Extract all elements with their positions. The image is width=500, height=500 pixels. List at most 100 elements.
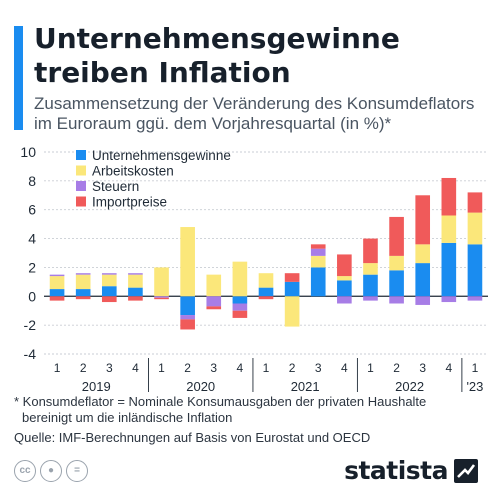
x-tick-label: 1 (263, 361, 270, 375)
bar-segment-unternehmensgewinne (415, 263, 431, 297)
bar-segment-arbeitskosten (180, 227, 195, 297)
legend-swatch (76, 150, 86, 160)
bar-segment-importpreise (284, 273, 300, 282)
bar-segment-arbeitskosten (128, 274, 143, 288)
bar-segment-unternehmensgewinne (75, 289, 91, 297)
bar-segment-steuern (232, 303, 248, 311)
x-tick-label: 2 (289, 361, 296, 375)
y-tick-label: 8 (28, 173, 36, 189)
bar-segment-steuern (206, 296, 222, 307)
equals-icon[interactable]: = (66, 460, 88, 482)
y-tick-label: -2 (24, 317, 37, 333)
legend-swatch (76, 165, 86, 176)
x-tick-label: 4 (445, 361, 452, 375)
bar-segment-steuern (389, 296, 404, 304)
y-tick-label: 4 (28, 231, 36, 247)
footnote-line-2: bereinigt um die inländische Inflation (22, 410, 233, 425)
bar-segment-arbeitskosten (363, 263, 378, 275)
bar-segment-importpreise (363, 238, 378, 264)
bar-segment-steuern (441, 296, 457, 303)
bar-segment-steuern (467, 296, 483, 301)
x-tick-label: 3 (419, 361, 426, 375)
bar-segment-importpreise (101, 296, 117, 303)
y-tick-label: 6 (28, 202, 36, 218)
footnote-line-1: * Konsumdeflator = Nominale Konsumausgab… (14, 394, 427, 409)
bar-segment-unternehmensgewinne (389, 270, 404, 297)
bar-segment-arbeitskosten (206, 274, 222, 297)
bar-segment-steuern (415, 296, 431, 305)
bar-segment-arbeitskosten (337, 276, 352, 281)
bar-segment-steuern (101, 273, 117, 275)
bar-segment-unternehmensgewinne (363, 274, 378, 297)
x-tick-label: 2 (393, 361, 400, 375)
bar-segment-unternehmensgewinne (258, 287, 274, 297)
bar-segment-arbeitskosten (310, 255, 326, 268)
bar-segment-steuern (337, 296, 352, 304)
legend-swatch (76, 196, 86, 207)
logo-mark-icon (454, 458, 478, 483)
x-tick-label: 4 (132, 361, 139, 375)
legend-label: Steuern (92, 179, 139, 194)
x-tick-label: 2 (184, 361, 191, 375)
footnote: * Konsumdeflator = Nominale Konsumausgab… (14, 394, 484, 426)
bar-segment-arbeitskosten (415, 244, 431, 264)
bar-segment-arbeitskosten (389, 255, 404, 271)
person-icon[interactable]: ● (40, 460, 62, 482)
bar-segment-importpreise (415, 195, 431, 245)
bar-segment-steuern (128, 273, 143, 275)
bar-segment-steuern (363, 296, 378, 301)
bar-segment-importpreise (180, 319, 195, 330)
x-tick-label: 3 (106, 361, 113, 375)
legend-label: Arbeitskosten (92, 164, 174, 179)
license-icons: cc ● = (14, 460, 88, 482)
chart-title: Unternehmensgewinne treiben Inflation (34, 22, 400, 89)
bar-segment-importpreise (441, 177, 457, 216)
bar-segment-unternehmensgewinne (467, 244, 483, 297)
bar-segment-importpreise (128, 296, 143, 301)
bar-segment-importpreise (75, 296, 91, 300)
bar-segment-unternehmensgewinne (337, 280, 352, 297)
bar-segment-importpreise (154, 297, 169, 300)
bar-segment-importpreise (49, 296, 65, 301)
x-tick-label: 3 (210, 361, 217, 375)
bar-segment-arbeitskosten (258, 273, 274, 288)
bar-segment-arbeitskosten (441, 215, 457, 243)
x-tick-label: 1 (54, 361, 61, 375)
year-label: 2020 (186, 379, 215, 392)
bar-segment-arbeitskosten (49, 276, 65, 290)
bar-segment-steuern (180, 315, 195, 320)
bar-segment-arbeitskosten (232, 261, 248, 297)
bar-segment-unternehmensgewinne (232, 296, 248, 304)
bar-segment-arbeitskosten (154, 267, 169, 297)
bar-segment-arbeitskosten (75, 274, 91, 290)
bar-segment-importpreise (389, 216, 404, 256)
x-tick-label: 4 (341, 361, 348, 375)
bar-segment-importpreise (206, 306, 222, 310)
statista-logo[interactable]: statista (344, 456, 478, 485)
bar-segment-importpreise (258, 296, 274, 300)
year-label: '23 (466, 379, 483, 392)
bar-segment-importpreise (310, 244, 326, 249)
bar-segment-arbeitskosten (101, 274, 117, 287)
cc-icon[interactable]: cc (14, 460, 36, 482)
x-tick-label: 1 (472, 361, 479, 375)
bar-segment-importpreise (337, 254, 352, 277)
year-label: 2021 (291, 379, 320, 392)
legend-label: Importpreise (92, 195, 167, 210)
bar-segment-steuern (310, 248, 326, 256)
year-label: 2022 (395, 379, 424, 392)
bar-segment-unternehmensgewinne (284, 281, 300, 297)
legend-swatch (76, 181, 86, 191)
y-tick-label: 0 (28, 288, 36, 304)
x-tick-label: 3 (315, 361, 322, 375)
y-tick-label: 10 (20, 144, 36, 160)
year-label: 2019 (82, 379, 111, 392)
bar-segment-steuern (49, 274, 65, 277)
source-note: Quelle: IMF-Berechnungen auf Basis von E… (14, 430, 371, 445)
bar-segment-unternehmensgewinne (180, 296, 195, 316)
bar-segment-arbeitskosten (284, 296, 300, 327)
legend-label: Unternehmensgewinne (92, 148, 231, 163)
chart-subtitle: Zusammensetzung der Veränderung des Kons… (34, 94, 475, 133)
title-accent-bar (14, 26, 23, 130)
